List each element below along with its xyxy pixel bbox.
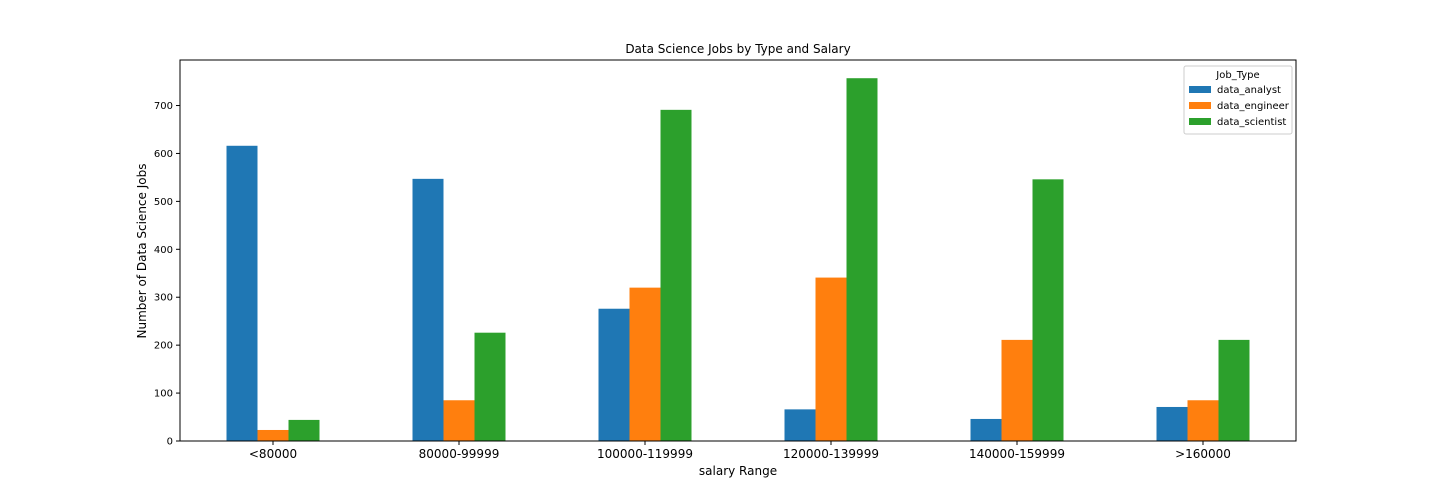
bar-data_engineer-4: [1001, 339, 1033, 441]
legend-box: [1183, 65, 1293, 135]
legend-label-data_analyst: data_analyst: [1217, 85, 1281, 96]
bar-data_engineer-3: [815, 277, 847, 441]
bar-data_scientist-5: [1218, 339, 1250, 441]
y-axis-label: Number of Data Science Jobs: [135, 164, 149, 339]
x-tick-label: <80000: [249, 447, 297, 461]
bar-data_analyst-4: [970, 418, 1002, 441]
series-data_analyst: [226, 145, 1188, 441]
y-tick-label: 200: [154, 341, 173, 352]
bar-data_scientist-4: [1032, 179, 1064, 441]
legend-swatch-data_scientist: [1189, 118, 1211, 125]
plot-area: 0 100 200 300 400 500 600 700 <80000 80000-99999 1…: [154, 59, 1297, 461]
legend-label-data_scientist: data_scientist: [1217, 117, 1286, 128]
bar-data_analyst-5: [1156, 406, 1188, 441]
y-tick-label: 500: [154, 197, 173, 208]
legend: Job_Type data_analyst data_engineer data_sc…: [1183, 65, 1293, 135]
legend-title: Job_Type: [1215, 70, 1259, 81]
bar-data_scientist-2: [660, 109, 692, 441]
bar-data_analyst-2: [598, 308, 630, 441]
bar-data_engineer-0: [257, 429, 289, 441]
x-tick-label: 120000-139999: [783, 447, 879, 461]
x-tick-label: 100000-119999: [597, 447, 693, 461]
series-data_scientist: [288, 78, 1250, 442]
bar-data_scientist-0: [288, 419, 320, 441]
bar-data_scientist-3: [846, 78, 878, 442]
chart-title: Data Science Jobs by Type and Salary: [625, 42, 850, 56]
legend-swatch-data_engineer: [1189, 102, 1211, 109]
y-tick-label: 600: [154, 149, 173, 160]
series-data_engineer: [257, 277, 1219, 441]
y-tick-label: 100: [154, 389, 173, 400]
x-tick-label: >160000: [1175, 447, 1231, 461]
bar-data_scientist-1: [474, 332, 506, 441]
y-tick-label: 0: [167, 437, 173, 448]
axes-frame: [179, 59, 1297, 442]
bar-data_engineer-5: [1187, 400, 1219, 441]
x-axis-label: salary Range: [699, 464, 777, 478]
x-tick-label: 140000-159999: [969, 447, 1065, 461]
bar-data_analyst-1: [412, 178, 444, 441]
y-tick-label: 700: [154, 101, 173, 112]
legend-swatch-data_analyst: [1189, 86, 1211, 93]
bar-data_analyst-0: [226, 145, 258, 441]
x-tick-label: 80000-99999: [419, 447, 500, 461]
y-tick-label: 400: [154, 245, 173, 256]
bar-data_engineer-2: [629, 287, 661, 441]
y-tick-label: 300: [154, 293, 173, 304]
legend-label-data_engineer: data_engineer: [1217, 101, 1290, 112]
bar-data_engineer-1: [443, 400, 475, 441]
bar-data_analyst-3: [784, 409, 816, 441]
